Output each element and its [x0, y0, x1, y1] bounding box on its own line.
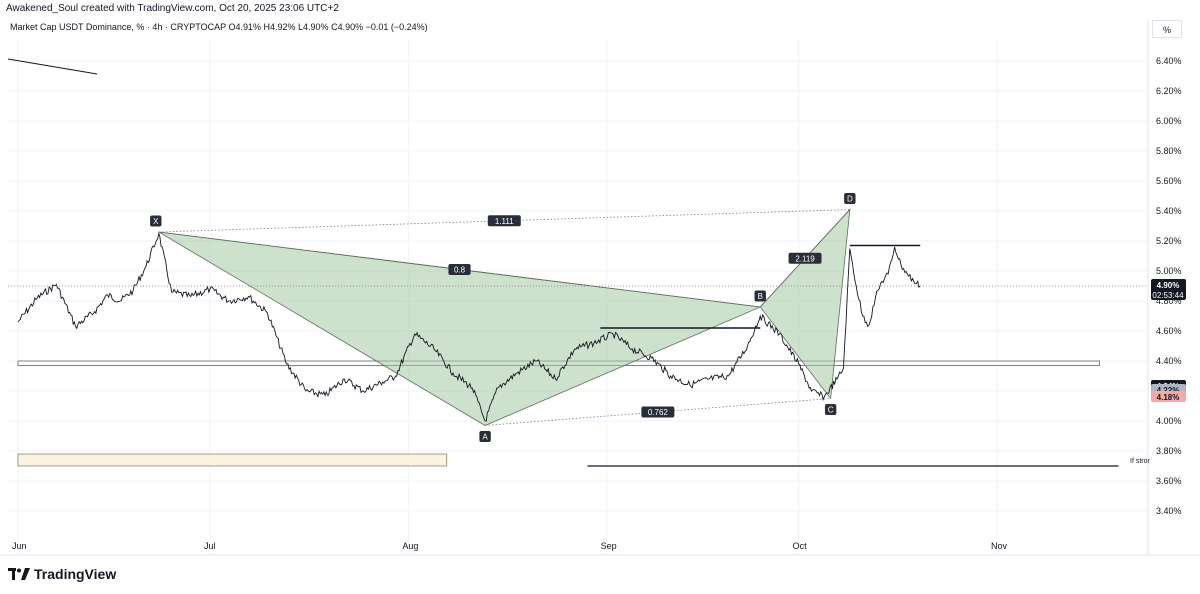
legend-close: C4.90%	[331, 22, 364, 32]
y-tick-label: 3.40%	[1156, 506, 1182, 516]
point-label-c-bg	[824, 404, 837, 415]
y-tick-label: 4.80%	[1156, 296, 1182, 306]
point-label-d-bg	[844, 193, 856, 204]
symbol-title[interactable]: Market Cap USDT Dominance, % · 4h · CRYP…	[10, 22, 226, 32]
pattern-labels: X A B C D 0.8 0.762 2.119 1.111	[150, 193, 856, 442]
y-tick-label: 3.80%	[1156, 446, 1182, 456]
y-tick-label: 5.60%	[1156, 176, 1182, 186]
demand-zone	[17, 453, 448, 467]
x-tick-label: Jun	[12, 541, 27, 551]
point-label-c: C	[828, 406, 834, 415]
point-label-d: D	[847, 195, 853, 204]
price-badges: 4.90%02:53:444.24%4.22%4.18%	[1151, 279, 1186, 402]
annotation-text: If stror	[1130, 458, 1151, 465]
point-label-x: X	[153, 217, 159, 226]
level-badge-c-bg	[1151, 391, 1186, 402]
legend-high: H4.92%	[263, 22, 296, 32]
price-line	[17, 231, 921, 422]
time-axis: Jun Jul Aug Sep Oct Nov	[12, 541, 1008, 551]
y-tick-label: 3.60%	[1156, 476, 1182, 486]
price-series	[17, 231, 921, 422]
y-tick-label: 5.20%	[1156, 236, 1182, 246]
last-price-badge: 4.90%	[1157, 281, 1180, 290]
last-price-badge-bg	[1151, 279, 1186, 300]
tradingview-logo[interactable]: TradingView	[8, 566, 116, 582]
ratio-label-b-d-bg	[788, 252, 822, 264]
harmonic-pattern	[158, 208, 851, 426]
legend-low: L4.90%	[298, 22, 329, 32]
level-badge-c: 4.18%	[1157, 393, 1180, 402]
point-label-b: B	[758, 292, 763, 301]
x-tick-label: Jul	[204, 541, 216, 551]
y-tick-label: 4.40%	[1156, 356, 1182, 366]
y-tick-label: 5.80%	[1156, 146, 1182, 156]
point-label-a: A	[482, 433, 488, 442]
horizontal-lines: If stror	[7, 58, 1151, 467]
y-tick-label: 6.00%	[1156, 116, 1182, 126]
ratio-label-a-c-bg	[641, 406, 675, 418]
percent-scale-toggle[interactable]: %	[1152, 20, 1182, 38]
ratio-label-x-b-bg	[448, 264, 471, 275]
y-tick-label: 4.00%	[1156, 416, 1182, 426]
y-tick-label: 4.60%	[1156, 326, 1182, 336]
y-tick-label: 5.40%	[1156, 206, 1182, 216]
chart-grid	[0, 20, 1200, 556]
y-tick-label: 6.20%	[1156, 86, 1182, 96]
attribution-text: Awakened_Soul created with TradingView.c…	[6, 3, 339, 14]
ratio-label-x-b: 0.8	[454, 266, 466, 275]
y-tick-label: 6.40%	[1156, 56, 1182, 66]
point-label-a-bg	[479, 431, 491, 442]
tradingview-logo-text: TradingView	[34, 566, 117, 582]
trendline-fragment	[7, 58, 98, 75]
symbol-legend: Market Cap USDT Dominance, % · 4h · CRYP…	[10, 22, 428, 32]
pattern-bcd	[759, 208, 851, 400]
ratio-label-a-c: 0.762	[648, 408, 669, 417]
point-label-b-bg	[754, 290, 766, 302]
point-label-x-bg	[150, 215, 162, 227]
ratio-label-b-d: 2.119	[795, 254, 815, 263]
legend-open: O4.91%	[228, 22, 261, 32]
ratio-label-x-d-bg	[487, 215, 521, 227]
level-badge-b: 4.22%	[1157, 386, 1180, 395]
legend-change: −0.01 (−0.24%)	[365, 22, 428, 32]
x-tick-label: Aug	[402, 541, 418, 551]
x-tick-label: Sep	[601, 541, 617, 551]
y-tick-label: 5.00%	[1156, 266, 1182, 276]
tradingview-logo-icon	[8, 568, 30, 580]
x-tick-label: Oct	[793, 541, 808, 551]
ratio-label-x-d: 1.111	[495, 217, 514, 226]
last-price-badge-timer: 02:53:44	[1152, 291, 1184, 300]
x-tick-label: Nov	[991, 541, 1008, 551]
